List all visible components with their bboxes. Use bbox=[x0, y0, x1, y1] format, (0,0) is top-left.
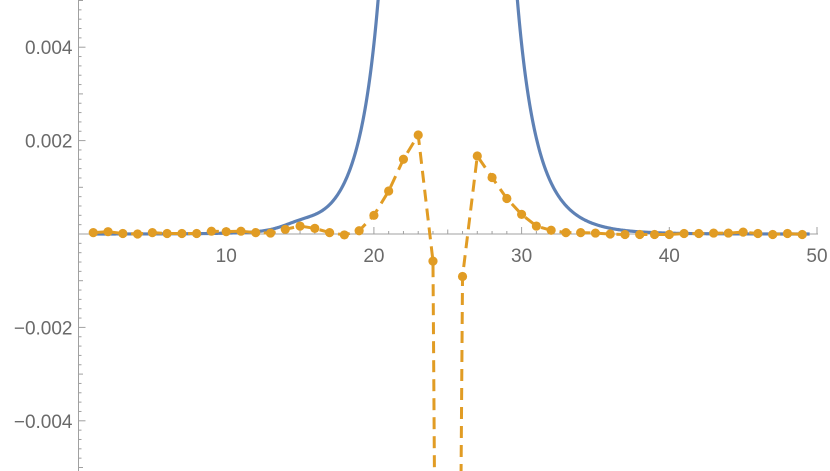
data-point-marker bbox=[723, 228, 733, 238]
data-point-marker bbox=[635, 229, 645, 240]
data-point-marker bbox=[177, 228, 187, 239]
x-tick-label: 20 bbox=[363, 246, 384, 267]
data-point-marker bbox=[531, 221, 541, 231]
tick-labels: 10 20 30 40 50 −0.004 −0.002 0.002 0.004 bbox=[14, 38, 828, 433]
points-dashed-left bbox=[93, 133, 436, 471]
data-point-marker bbox=[118, 228, 128, 239]
y-tick-label: −0.002 bbox=[14, 318, 73, 339]
data-point-marker bbox=[251, 227, 261, 238]
y-tick-label: 0.004 bbox=[25, 38, 73, 59]
data-point-marker bbox=[576, 227, 586, 238]
curve-left-branch bbox=[92, 0, 380, 236]
data-point-marker bbox=[709, 228, 719, 238]
data-point-marker bbox=[620, 229, 630, 240]
data-point-marker bbox=[324, 227, 335, 238]
data-point-marker bbox=[369, 210, 379, 220]
x-tick-label: 50 bbox=[806, 246, 827, 267]
data-point-marker bbox=[413, 130, 423, 140]
data-point-marker bbox=[206, 226, 217, 236]
data-point-marker bbox=[162, 228, 172, 239]
data-point-marker bbox=[354, 226, 364, 236]
data-point-marker bbox=[88, 227, 98, 238]
data-point-marker bbox=[546, 225, 556, 235]
data-point-marker bbox=[782, 228, 793, 239]
data-point-marker bbox=[561, 227, 571, 238]
data-point-marker bbox=[384, 186, 394, 196]
data-point-marker bbox=[768, 229, 778, 240]
curve-right-branch bbox=[515, 0, 811, 236]
data-point-marker bbox=[295, 221, 305, 231]
data-point-marker bbox=[472, 151, 482, 161]
x-tick-label: 10 bbox=[216, 246, 237, 267]
data-point-marker bbox=[487, 172, 497, 183]
data-point-marker bbox=[502, 193, 512, 204]
axes bbox=[78, 0, 818, 471]
data-point-marker bbox=[147, 227, 157, 238]
data-point-marker bbox=[132, 229, 143, 239]
data-point-marker bbox=[649, 229, 660, 240]
y-tick-label: −0.004 bbox=[14, 412, 73, 433]
data-point-marker bbox=[310, 223, 320, 233]
data-point-marker bbox=[605, 229, 615, 239]
data-point-marker bbox=[236, 226, 246, 236]
points-series-markers bbox=[88, 130, 807, 282]
points-dashed-right bbox=[459, 154, 803, 471]
data-point-marker bbox=[339, 230, 349, 240]
data-point-marker bbox=[679, 228, 689, 239]
data-point-marker bbox=[457, 271, 468, 282]
data-point-marker bbox=[664, 229, 674, 240]
data-point-marker bbox=[265, 228, 276, 238]
x-tick-label: 30 bbox=[511, 246, 532, 267]
data-point-marker bbox=[797, 229, 807, 240]
data-point-marker bbox=[221, 227, 231, 237]
data-point-marker bbox=[192, 228, 202, 239]
data-point-marker bbox=[428, 256, 438, 266]
data-point-marker bbox=[103, 227, 113, 237]
curve-series bbox=[92, 0, 811, 236]
data-point-marker bbox=[738, 227, 748, 237]
data-point-marker bbox=[517, 209, 527, 219]
points-series-line bbox=[93, 133, 803, 471]
x-tick-label: 40 bbox=[659, 246, 680, 267]
data-point-marker bbox=[753, 228, 763, 239]
data-point-marker bbox=[280, 224, 290, 234]
y-tick-label: 0.002 bbox=[25, 132, 73, 153]
data-point-marker bbox=[398, 154, 409, 164]
data-point-marker bbox=[590, 228, 601, 238]
data-point-marker bbox=[694, 228, 704, 239]
